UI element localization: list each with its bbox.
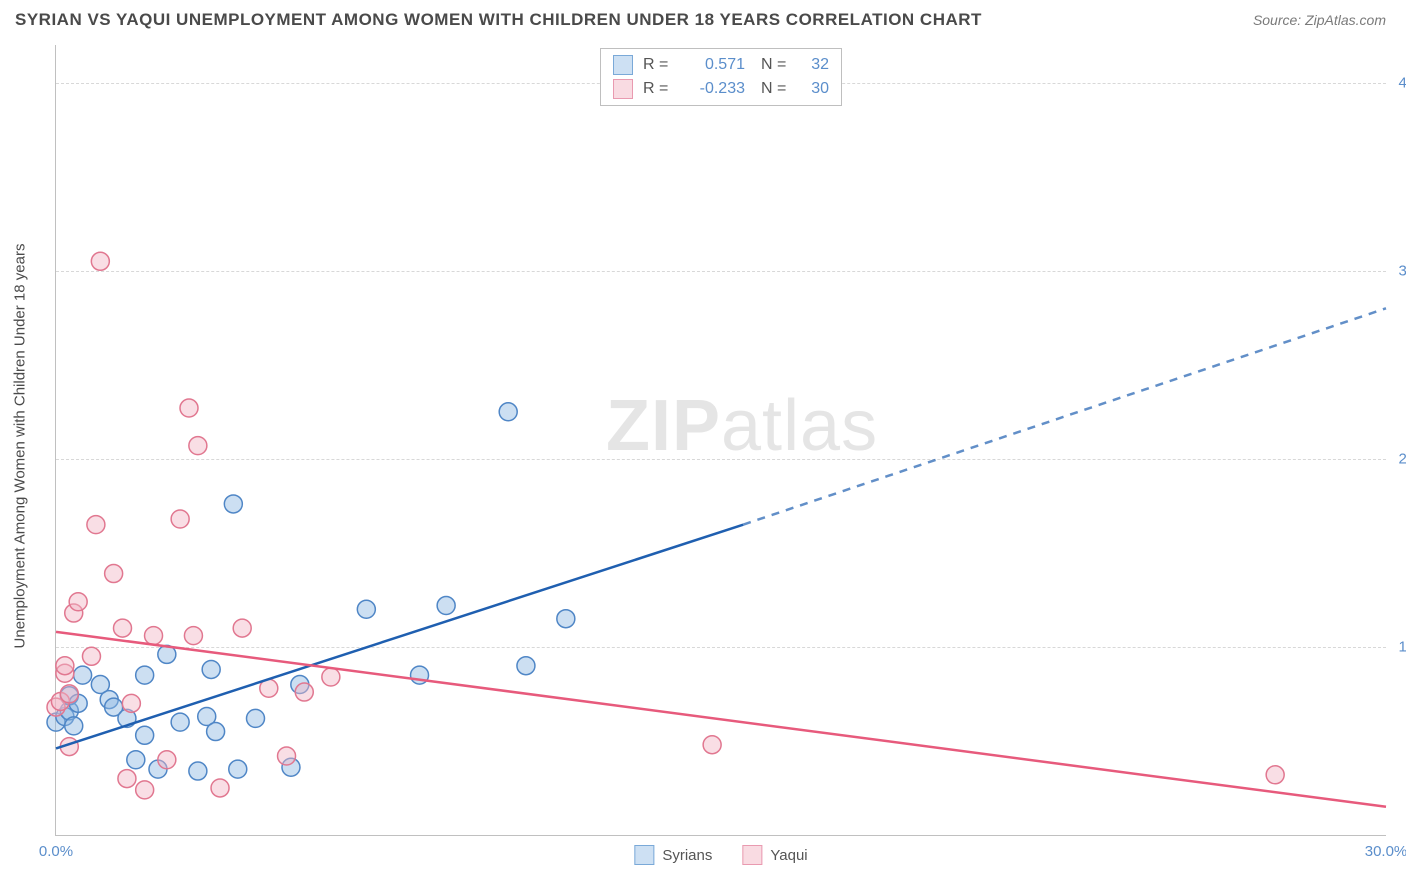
legend-swatch — [634, 845, 654, 865]
legend-swatch — [742, 845, 762, 865]
y-tick-label: 10.0% — [1391, 638, 1406, 655]
y-axis-label: Unemployment Among Women with Children U… — [12, 244, 29, 649]
legend-n-value: 30 — [801, 77, 829, 101]
y-tick-label: 30.0% — [1391, 262, 1406, 279]
legend-bottom-item: Yaqui — [742, 845, 807, 865]
y-tick-label: 40.0% — [1391, 74, 1406, 91]
legend-r-value: 0.571 — [683, 53, 745, 77]
y-tick-label: 20.0% — [1391, 450, 1406, 467]
legend-top-row: R = -0.233 N = 30 — [613, 77, 829, 101]
source-label: Source: ZipAtlas.com — [1253, 12, 1386, 28]
legend-r-value: -0.233 — [683, 77, 745, 101]
legend-r-label: R = — [643, 77, 673, 101]
legend-n-label: N = — [761, 77, 791, 101]
legend-top: R = 0.571 N = 32 R = -0.233 N = 30 — [600, 48, 842, 106]
x-tick-label: 30.0% — [1365, 843, 1406, 860]
legend-r-label: R = — [643, 53, 673, 77]
chart-area: ZIPatlas 10.0%20.0%30.0%40.0%0.0%30.0% R… — [55, 45, 1386, 836]
legend-series-label: Syrians — [662, 847, 712, 864]
legend-swatch — [613, 79, 633, 99]
legend-bottom: Syrians Yaqui — [634, 845, 807, 865]
legend-n-label: N = — [761, 53, 791, 77]
chart-title: SYRIAN VS YAQUI UNEMPLOYMENT AMONG WOMEN… — [15, 10, 982, 30]
legend-n-value: 32 — [801, 53, 829, 77]
legend-bottom-item: Syrians — [634, 845, 712, 865]
scatter-plot — [56, 45, 1386, 835]
legend-swatch — [613, 55, 633, 75]
x-tick-label: 0.0% — [39, 843, 73, 860]
legend-top-row: R = 0.571 N = 32 — [613, 53, 829, 77]
legend-series-label: Yaqui — [770, 847, 807, 864]
